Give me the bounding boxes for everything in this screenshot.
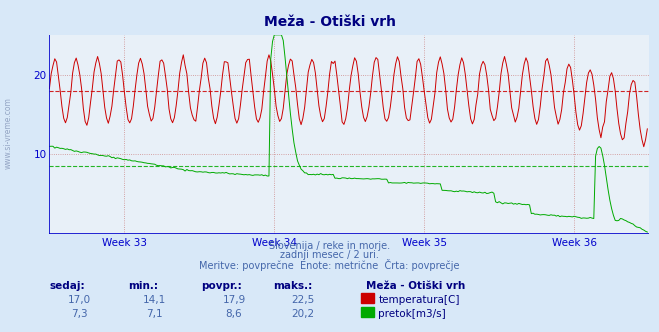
Text: 7,3: 7,3 bbox=[71, 309, 88, 319]
Text: zadnji mesec / 2 uri.: zadnji mesec / 2 uri. bbox=[280, 250, 379, 260]
Text: Meža - Otiški vrh: Meža - Otiški vrh bbox=[264, 15, 395, 29]
Text: 20,2: 20,2 bbox=[291, 309, 315, 319]
Text: 8,6: 8,6 bbox=[225, 309, 243, 319]
Text: 17,0: 17,0 bbox=[67, 295, 91, 305]
Text: sedaj:: sedaj: bbox=[49, 281, 85, 290]
Text: pretok[m3/s]: pretok[m3/s] bbox=[378, 309, 446, 319]
Text: Meritve: povprečne  Enote: metrične  Črta: povprečje: Meritve: povprečne Enote: metrične Črta:… bbox=[199, 259, 460, 271]
Text: povpr.:: povpr.: bbox=[201, 281, 242, 290]
Text: 17,9: 17,9 bbox=[222, 295, 246, 305]
Text: www.si-vreme.com: www.si-vreme.com bbox=[4, 97, 13, 169]
Text: temperatura[C]: temperatura[C] bbox=[378, 295, 460, 305]
Text: 14,1: 14,1 bbox=[143, 295, 167, 305]
Text: 7,1: 7,1 bbox=[146, 309, 163, 319]
Text: Meža - Otiški vrh: Meža - Otiški vrh bbox=[366, 281, 465, 290]
Text: 22,5: 22,5 bbox=[291, 295, 315, 305]
Text: min.:: min.: bbox=[129, 281, 159, 290]
Text: Slovenija / reke in morje.: Slovenija / reke in morje. bbox=[269, 241, 390, 251]
Text: maks.:: maks.: bbox=[273, 281, 313, 290]
